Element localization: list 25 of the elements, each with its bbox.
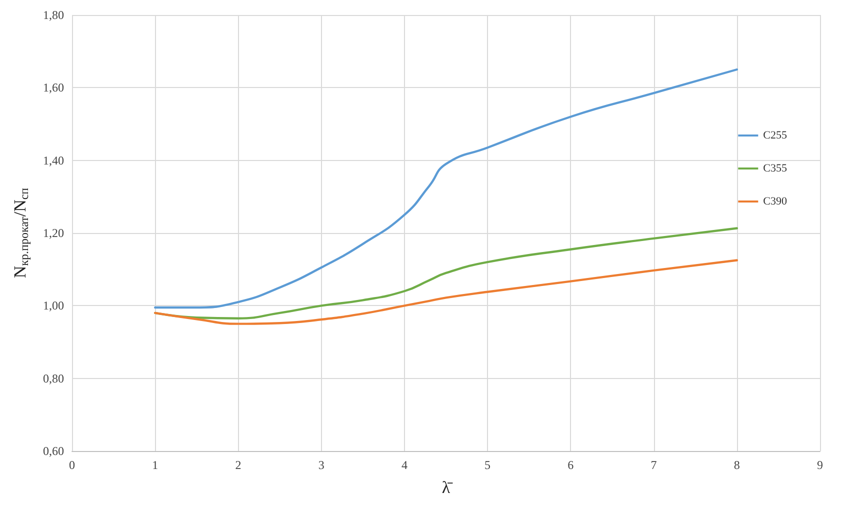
y-tick-label: 1,40: [43, 153, 64, 168]
y-tick-label: 1,60: [43, 80, 64, 95]
x-tick-label: 3: [318, 458, 324, 472]
y-tick-label: 0,60: [43, 444, 64, 458]
y-tick-label: 1,00: [43, 298, 64, 313]
y-tick-label: 0,80: [43, 371, 64, 386]
y-tick-label: 1,20: [43, 226, 64, 240]
x-tick-label: 6: [568, 458, 574, 472]
x-tick-label: 9: [817, 458, 823, 472]
legend-label: C390: [763, 196, 788, 208]
x-tick-label: 1: [152, 458, 158, 472]
x-tick-label: 7: [650, 458, 657, 472]
y-tick-label: 1,80: [43, 8, 64, 22]
x-tick-label: 5: [484, 458, 491, 472]
line-series: [154, 259, 738, 325]
x-tick-label: 2: [235, 458, 242, 472]
line-series: [154, 68, 738, 309]
y-axis-title: Nкр.прокат/Nсп: [10, 187, 31, 278]
x-axis-title: λ̄: [442, 478, 454, 497]
x-tick-label: 4: [401, 458, 408, 472]
legend-label: C255: [763, 130, 788, 142]
x-tick-label: 0: [69, 458, 75, 472]
line-series: [154, 227, 738, 320]
legend-label: C355: [763, 162, 788, 174]
x-tick-label: 8: [734, 458, 740, 472]
